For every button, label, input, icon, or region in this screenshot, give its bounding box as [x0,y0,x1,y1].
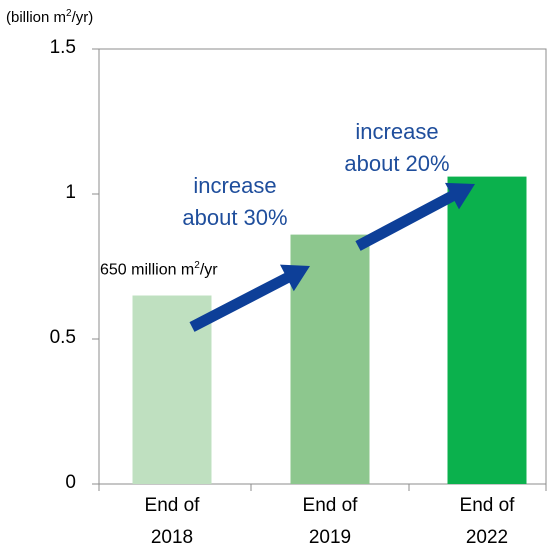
y-tick-label-0.5: 0.5 [49,327,76,348]
data-label-2018: 650 million m2/yr [100,260,218,279]
y-tick-label-1: 1 [65,182,76,203]
arrow-2019-to-2022 [355,182,475,251]
annotation-increase-30: increase about 30% [182,173,288,230]
y-tick-label-0: 0 [65,472,76,493]
bar-2019 [290,234,370,484]
x-tick-label-2018: End of 2018 [144,495,200,548]
x-tick-label-2019: End of 2019 [302,495,358,548]
arrow-2018-to-2019 [189,264,310,332]
x-tick-label-2022: End of 2022 [459,495,515,548]
bar-2022 [447,176,527,484]
y-tick-label-1.5: 1.5 [49,37,76,58]
annotation-increase-20: increase about 20% [344,119,450,176]
y-axis-unit-label: (billion m2/yr) [6,8,94,26]
